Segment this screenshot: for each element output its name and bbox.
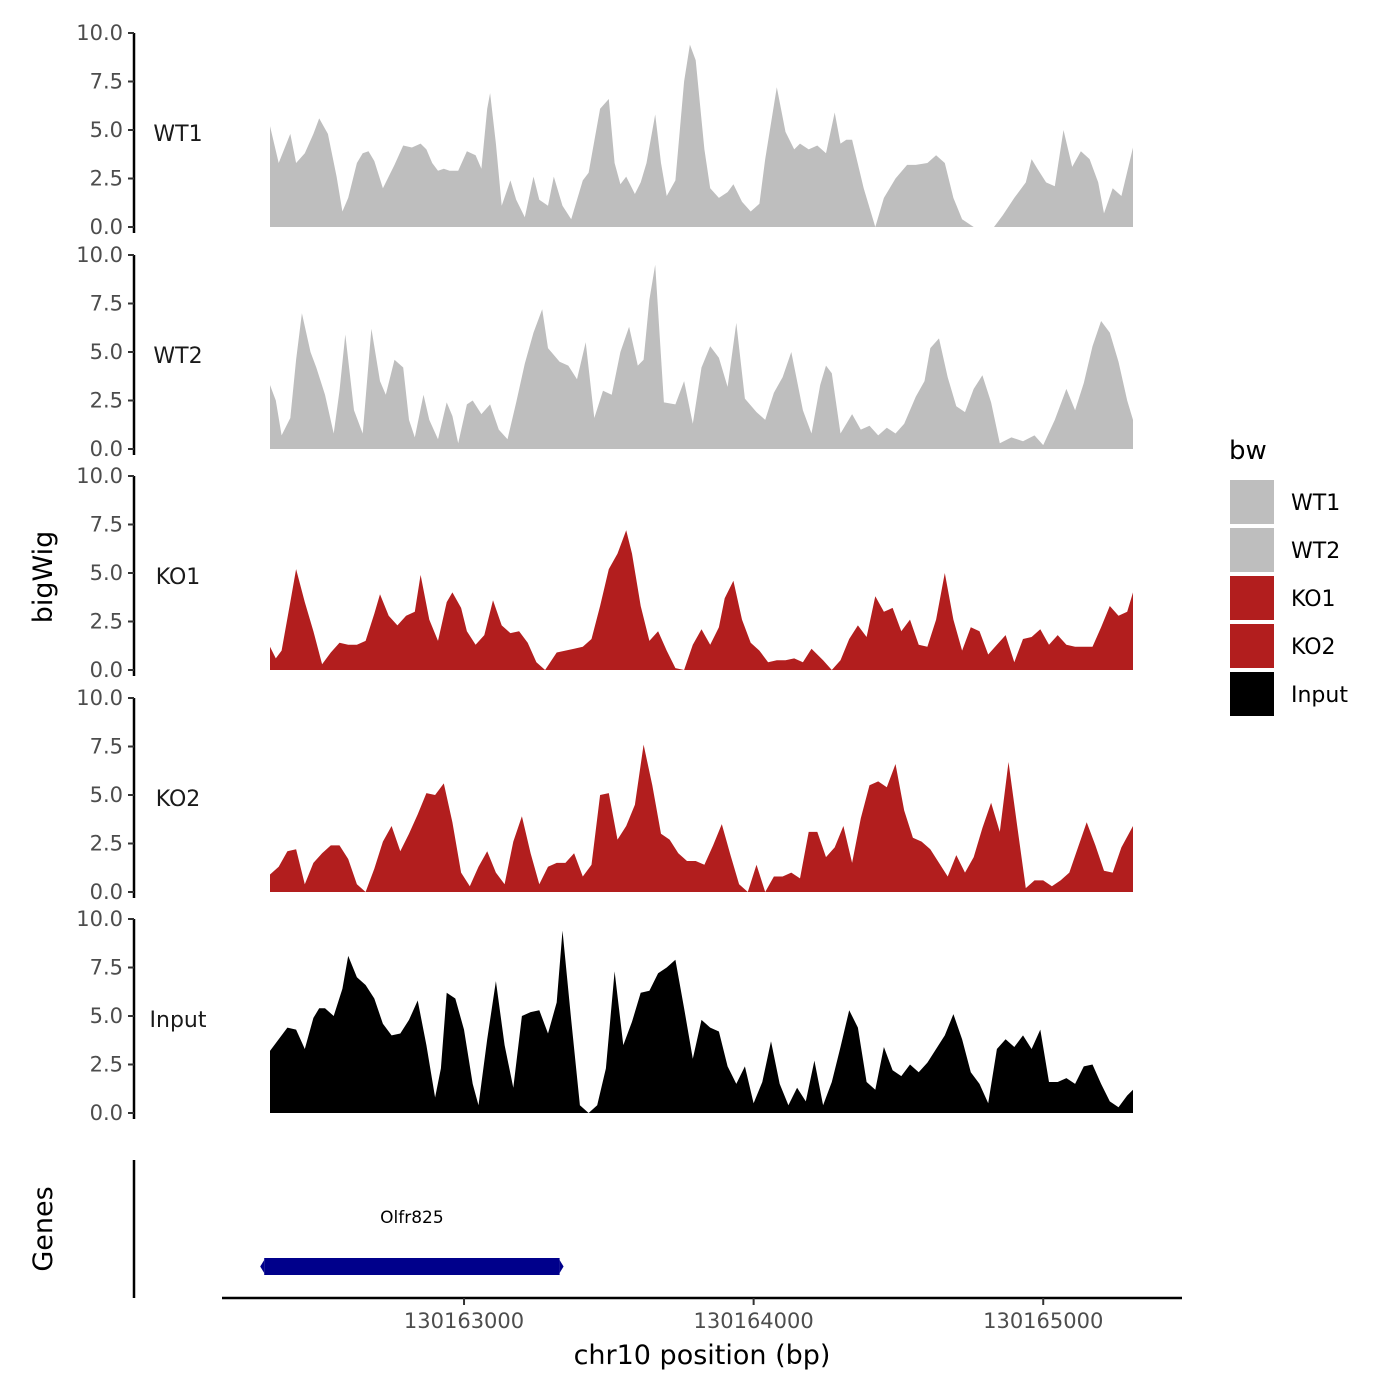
area-ko2 bbox=[270, 744, 1133, 892]
track-label-wt1: WT1 bbox=[153, 122, 202, 147]
y-tick-label: 0.0 bbox=[90, 437, 123, 461]
track-ko1: 0.0 2.5 5.0 7.5 10.0 KO1 bbox=[76, 464, 1133, 682]
area-ko1 bbox=[270, 530, 1133, 670]
gene-end-cap bbox=[559, 1260, 564, 1273]
y-tick-label: 7.5 bbox=[90, 70, 123, 94]
legend-swatch bbox=[1230, 576, 1274, 620]
genes-axis-title: Genes bbox=[28, 1186, 59, 1271]
x-tick-label: 130163000 bbox=[404, 1309, 524, 1333]
legend-swatch bbox=[1230, 528, 1274, 572]
legend-title: bw bbox=[1229, 436, 1267, 466]
y-tick-label: 10.0 bbox=[76, 464, 123, 488]
y-tick-label: 2.5 bbox=[90, 1053, 123, 1077]
legend-item-ko1: KO1 bbox=[1230, 576, 1336, 620]
legend-item-ko2: KO2 bbox=[1230, 624, 1336, 668]
y-tick-label: 2.5 bbox=[90, 167, 123, 191]
track-input: 0.0 2.5 5.0 7.5 10.0 Input bbox=[76, 907, 1133, 1125]
y-tick-label: 5.0 bbox=[90, 118, 123, 142]
y-tick-label: 7.5 bbox=[90, 735, 123, 759]
gene-olfr825: Olfr825 bbox=[260, 1208, 564, 1275]
area-input bbox=[270, 930, 1133, 1113]
legend-label: WT1 bbox=[1291, 491, 1340, 516]
legend-label: KO1 bbox=[1291, 587, 1336, 612]
x-tick-label: 130165000 bbox=[983, 1309, 1103, 1333]
legend-swatch bbox=[1230, 480, 1274, 524]
y-tick-label: 2.5 bbox=[90, 389, 123, 413]
track-ko2: 0.0 2.5 5.0 7.5 10.0 KO2 bbox=[76, 686, 1133, 904]
legend-item-input: Input bbox=[1230, 672, 1348, 716]
y-tick-label: 0.0 bbox=[90, 658, 123, 682]
track-label-ko2: KO2 bbox=[156, 787, 201, 812]
y-axis-title: bigWig bbox=[28, 531, 59, 624]
y-tick-label: 5.0 bbox=[90, 340, 123, 364]
y-tick-label: 0.0 bbox=[90, 215, 123, 239]
y-tick-label: 10.0 bbox=[76, 907, 123, 931]
track-wt1: 0.0 2.5 5.0 7.5 10.0 WT1 bbox=[76, 21, 1133, 239]
track-label-wt2: WT2 bbox=[153, 344, 202, 369]
legend-label: WT2 bbox=[1291, 539, 1340, 564]
gene-track: Olfr825 bbox=[132, 1160, 564, 1298]
y-tick-label: 0.0 bbox=[90, 880, 123, 904]
legend-label: KO2 bbox=[1291, 635, 1336, 660]
y-tick-label: 10.0 bbox=[76, 686, 123, 710]
track-label-input: Input bbox=[150, 1008, 207, 1033]
y-tick-label: 5.0 bbox=[90, 783, 123, 807]
y-tick-label: 2.5 bbox=[90, 832, 123, 856]
x-axis: 130163000 130164000 130165000 bbox=[222, 1296, 1182, 1333]
area-wt2 bbox=[270, 264, 1133, 449]
legend-swatch bbox=[1230, 624, 1274, 668]
area-wt1 bbox=[270, 44, 1133, 227]
legend-label: Input bbox=[1291, 683, 1348, 708]
y-tick-label: 5.0 bbox=[90, 561, 123, 585]
y-tick-label: 7.5 bbox=[90, 292, 123, 316]
legend: bw WT1 WT2 KO1 KO2 Input bbox=[1229, 436, 1348, 716]
y-tick-label: 10.0 bbox=[76, 21, 123, 45]
gene-body bbox=[264, 1258, 560, 1275]
tracks: 0.02.55.07.510.0WT10.02.55.07.510.0WT20.… bbox=[76, 21, 1133, 1125]
y-tick-label: 7.5 bbox=[90, 956, 123, 980]
y-tick-label: 7.5 bbox=[90, 513, 123, 537]
legend-item-wt1: WT1 bbox=[1230, 480, 1340, 524]
track-label-ko1: KO1 bbox=[156, 565, 201, 590]
y-tick-label: 2.5 bbox=[90, 610, 123, 634]
track-wt2: 0.0 2.5 5.0 7.5 10.0 WT2 bbox=[76, 243, 1133, 461]
gene-label: Olfr825 bbox=[380, 1208, 444, 1228]
y-tick-label: 10.0 bbox=[76, 243, 123, 267]
y-tick-label: 0.0 bbox=[90, 1101, 123, 1125]
x-tick-label: 130164000 bbox=[694, 1309, 814, 1333]
y-tick-label: 5.0 bbox=[90, 1004, 123, 1028]
gene-start-cap bbox=[260, 1260, 265, 1273]
legend-swatch bbox=[1230, 672, 1274, 716]
x-axis-title: chr10 position (bp) bbox=[574, 1340, 831, 1371]
legend-item-wt2: WT2 bbox=[1230, 528, 1340, 572]
